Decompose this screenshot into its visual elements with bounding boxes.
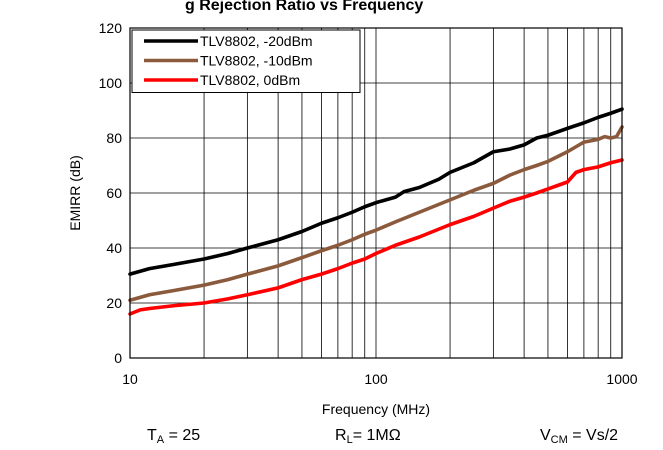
y-tick-label: 0 [114,350,122,366]
series-lines [128,107,624,316]
legend-label: TLV8802, -10dBm [200,53,313,69]
condition-temperature-subscript: A [156,434,165,446]
y-tick-label: 20 [106,295,122,311]
legend: TLV8802, -20dBm TLV8802, -10dBm TLV8802, 0… [131,29,361,93]
x-tick-label: 100 [364,371,388,387]
x-tick-label: 10 [122,371,138,387]
condition-common-mode-symbol: V [540,427,551,444]
y-tick-label: 80 [106,130,122,146]
plot-frame [129,27,623,359]
condition-load-value: = 1MΩ [352,427,401,444]
condition-load: RL= 1MΩ [335,427,401,449]
condition-load-symbol: R [335,427,347,444]
y-axis-label: EMIRR (dB) [67,155,83,230]
condition-temperature-symbol: T [147,427,157,444]
y-tick-label: 40 [106,240,122,256]
condition-common-mode: VCM = Vs/2 [540,427,618,449]
y-tick-label: 120 [99,20,123,36]
series-line-1 [128,125,624,303]
legend-label: TLV8802, -20dBm [200,33,313,49]
y-tick-label: 60 [106,185,122,201]
x-tick-label: 1000 [606,371,637,387]
y-tick-label: 100 [99,75,123,91]
tick-labels: 0 20 40 60 80 100 120 10 100 1000 [99,20,638,387]
x-axis-label: Frequency (MHz) [322,401,430,417]
condition-common-mode-value: = Vs/2 [567,427,619,444]
series-line-0 [128,107,624,276]
condition-load-subscript: L [346,434,353,446]
condition-temperature: TA = 25 [147,427,200,449]
series-line-2 [128,158,624,316]
condition-temperature-value: = 25 [164,427,201,444]
condition-common-mode-subscript: CM [550,434,568,446]
chart-title: g Rejection Ratio vs Frequency [185,0,423,14]
legend-label: TLV8802, 0dBm [200,72,300,88]
